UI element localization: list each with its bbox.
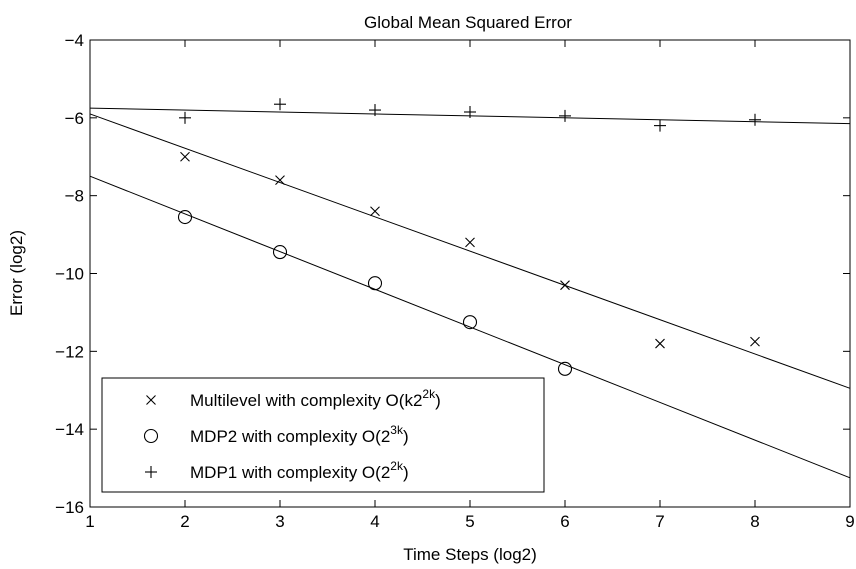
data-point-0 <box>560 280 570 291</box>
x-tick-label: 9 <box>845 512 854 531</box>
legend-marker-2 <box>145 466 157 478</box>
legend-marker-0 <box>146 395 156 405</box>
x-tick-label: 3 <box>275 512 284 531</box>
data-point-1 <box>462 315 478 330</box>
data-point-0 <box>275 175 285 185</box>
data-point-0 <box>750 336 760 347</box>
data-point-2 <box>369 104 381 117</box>
x-tick-label: 4 <box>370 512 379 531</box>
y-tick-label: −12 <box>55 342 84 361</box>
x-tick-label: 2 <box>180 512 189 531</box>
y-tick-label: −6 <box>65 109 84 128</box>
data-point-2 <box>179 111 191 124</box>
axis-ticks: 1 2 3 4 5 6 7 8 9 −4 −6 −8 −10 −12 −14 −16 <box>55 31 855 531</box>
data-point-1 <box>557 361 573 376</box>
legend: Multilevel with complexity O(k22k) MDP2 w… <box>101 377 545 493</box>
y-axis-label: Error (log2) <box>7 230 26 316</box>
data-point-0 <box>465 237 475 248</box>
data-point-0 <box>655 338 665 349</box>
x-axis-label: Time Steps (log2) <box>403 545 537 564</box>
x-tick-label: 8 <box>750 512 759 531</box>
x-tick-label: 6 <box>560 512 569 531</box>
x-tick-label: 1 <box>85 512 94 531</box>
data-point-2 <box>559 109 571 122</box>
legend-label-1: MDP2 with complexity O(23k) <box>190 423 409 446</box>
y-tick-label: −4 <box>65 31 84 50</box>
chart-title: Global Mean Squared Error <box>364 13 572 32</box>
data-markers <box>177 98 761 376</box>
data-point-0 <box>370 206 380 217</box>
fit-line-0 <box>89 113 851 389</box>
data-point-0 <box>180 151 190 162</box>
data-point-1 <box>177 210 193 225</box>
data-point-2 <box>274 98 286 111</box>
data-point-2 <box>749 113 761 126</box>
y-tick-label: −8 <box>65 187 84 206</box>
fit-line-1 <box>89 175 851 479</box>
legend-box <box>101 377 545 493</box>
x-tick-label: 7 <box>655 512 664 531</box>
y-tick-label: −14 <box>55 420 84 439</box>
data-point-1 <box>367 276 383 291</box>
data-point-2 <box>464 105 476 118</box>
data-point-1 <box>272 245 288 260</box>
y-tick-label: −16 <box>55 498 84 517</box>
legend-marker-1 <box>143 428 159 444</box>
legend-label-0: Multilevel with complexity O(k22k) <box>190 387 441 410</box>
data-point-2 <box>654 119 666 132</box>
x-tick-label: 5 <box>465 512 474 531</box>
y-tick-label: −10 <box>55 265 84 284</box>
legend-label-2: MDP1 with complexity O(22k) <box>190 459 409 482</box>
